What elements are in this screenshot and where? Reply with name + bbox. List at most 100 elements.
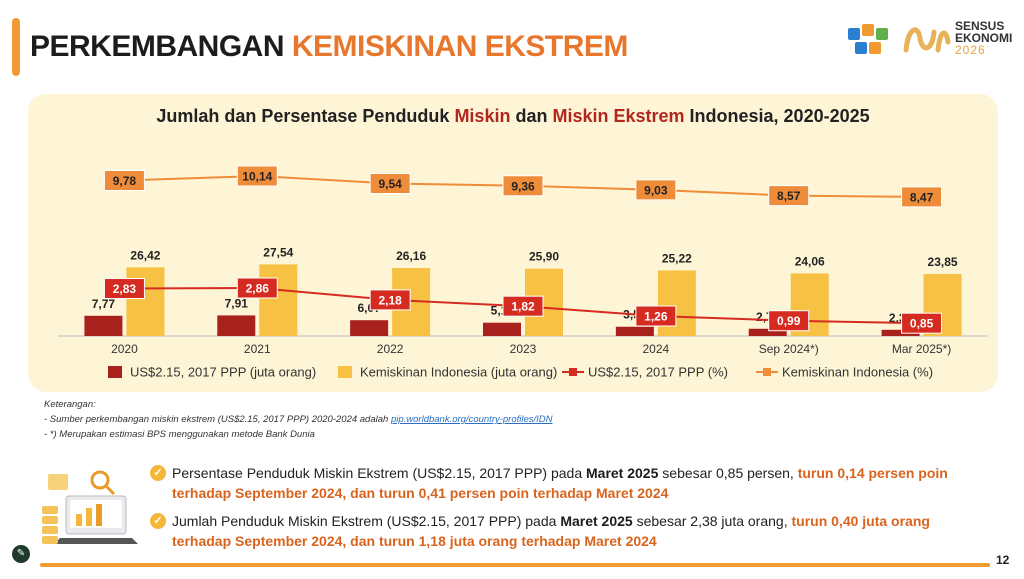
point-label-extreme-poor-pct-5: 0,99 bbox=[777, 314, 801, 328]
point-extreme-poor-pct-3 bbox=[502, 295, 544, 317]
data-label-poor-5: 24,06 bbox=[795, 254, 825, 268]
key-point-1-text-b: Maret 2025 bbox=[586, 465, 659, 481]
point-poor-pct-4 bbox=[635, 179, 677, 201]
data-label-poor-2: 26,16 bbox=[396, 249, 426, 263]
point-label-poor-pct-4: 9,03 bbox=[644, 183, 668, 197]
data-label-poor-0: 26,42 bbox=[130, 248, 160, 262]
bar-extreme-poor-3 bbox=[483, 322, 521, 336]
point-label-extreme-poor-pct-0: 2,83 bbox=[113, 282, 137, 296]
point-label-poor-pct-2: 9,54 bbox=[378, 177, 402, 191]
point-label-poor-pct-5: 8,57 bbox=[777, 189, 801, 203]
note-source-text: - Sumber perkembangan miskin ekstrem (US… bbox=[44, 414, 391, 425]
key-point-1: ✓ Persentase Penduduk Miskin Ekstrem (US… bbox=[150, 463, 970, 503]
chart-panel: Jumlah dan Persentase Penduduk Miskin da… bbox=[28, 94, 998, 392]
bar-poor-0 bbox=[126, 267, 165, 336]
bar-extreme-poor-6 bbox=[881, 329, 920, 336]
key-point-2-text-b: Maret 2025 bbox=[560, 513, 633, 529]
bar-extreme-poor-5 bbox=[748, 328, 787, 336]
check-icon: ✓ bbox=[150, 513, 166, 529]
chart-title-part1: Jumlah dan Persentase Penduduk bbox=[156, 106, 455, 126]
page-title-part2: KEMISKINAN EKSTREM bbox=[291, 30, 629, 63]
point-poor-pct-5 bbox=[768, 185, 810, 207]
note-estimate: - *) Merupakan estimasi BPS menggunakan … bbox=[44, 429, 315, 440]
notes-heading: Keterangan: bbox=[44, 399, 96, 410]
logo-line-3: 2026 bbox=[955, 43, 986, 57]
key-point-2-text-a: Jumlah Penduduk Miskin Ekstrem (US$2.15,… bbox=[172, 513, 561, 529]
chart-title-part2: Miskin bbox=[454, 106, 511, 126]
point-poor-pct-3 bbox=[502, 175, 544, 197]
x-tick-label-1: 2021 bbox=[244, 342, 271, 356]
bar-extreme-poor-2 bbox=[350, 320, 389, 336]
data-label-poor-4: 25,22 bbox=[662, 251, 692, 265]
notes: Keterangan: - Sumber perkembangan miskin… bbox=[44, 397, 553, 442]
point-label-poor-pct-1: 10,14 bbox=[242, 170, 272, 184]
chart-title-part4: Miskin Ekstrem bbox=[552, 106, 685, 126]
page-title-part1: PERKEMBANGAN bbox=[30, 30, 285, 63]
data-label-poor-6: 23,85 bbox=[928, 255, 958, 269]
legend-label-1: Kemiskinan Indonesia (juta orang) bbox=[360, 365, 557, 380]
legend-label-0: US$2.15, 2017 PPP (juta orang) bbox=[130, 365, 316, 380]
bar-poor-1 bbox=[259, 264, 298, 336]
note-source: - Sumber perkembangan miskin ekstrem (US… bbox=[44, 412, 553, 427]
point-extreme-poor-pct-5 bbox=[768, 310, 810, 332]
key-point-2-text-d: turun 0,40 juta orang terhadap September… bbox=[172, 513, 930, 549]
legend-swatch-1 bbox=[338, 366, 352, 378]
point-extreme-poor-pct-2 bbox=[369, 289, 411, 311]
x-tick-label-3: 2023 bbox=[510, 342, 537, 356]
logo-text: SENSUS EKONOMI 2026 bbox=[955, 20, 1012, 56]
point-label-extreme-poor-pct-3: 1,82 bbox=[511, 300, 535, 314]
legend-swatch-0 bbox=[108, 366, 122, 378]
legend-marker-3 bbox=[763, 368, 771, 376]
legend-label-2: US$2.15, 2017 PPP (%) bbox=[588, 365, 728, 380]
key-point-1-text-a: Persentase Penduduk Miskin Ekstrem (US$2… bbox=[172, 465, 586, 481]
data-label-poor-1: 27,54 bbox=[263, 245, 293, 259]
point-label-poor-pct-3: 9,36 bbox=[511, 179, 535, 193]
legend-marker-2 bbox=[569, 368, 577, 376]
poverty-chart: 7,7726,4220207,9127,5420216,0726,1620225… bbox=[58, 165, 988, 380]
point-label-extreme-poor-pct-6: 0,85 bbox=[910, 317, 934, 331]
x-tick-label-6: Mar 2025*) bbox=[892, 342, 951, 356]
footer-accent-line bbox=[40, 563, 990, 567]
x-tick-label-5: Sep 2024*) bbox=[759, 342, 819, 356]
logo-line-2: EKONOMI bbox=[955, 31, 1013, 45]
analytics-illustration-icon bbox=[42, 470, 138, 544]
point-extreme-poor-pct-1 bbox=[236, 277, 278, 299]
legend-label-3: Kemiskinan Indonesia (%) bbox=[782, 365, 933, 380]
point-label-poor-pct-6: 8,47 bbox=[910, 190, 934, 204]
point-label-extreme-poor-pct-2: 2,18 bbox=[378, 293, 402, 307]
point-label-extreme-poor-pct-4: 1,26 bbox=[644, 310, 668, 324]
bar-extreme-poor-4 bbox=[615, 326, 654, 336]
x-tick-label-0: 2020 bbox=[111, 342, 138, 356]
title-accent-bar bbox=[12, 18, 20, 76]
data-label-extreme-poor-0: 7,77 bbox=[92, 297, 116, 311]
key-point-2-text-c: sebesar 2,38 juta orang, bbox=[632, 513, 792, 529]
note-source-link[interactable]: pip.worldbank.org/country-profiles/IDN bbox=[390, 414, 553, 425]
point-extreme-poor-pct-4 bbox=[635, 305, 677, 327]
logo-line-1: SENSUS bbox=[955, 19, 1005, 33]
data-label-poor-3: 25,90 bbox=[529, 250, 559, 264]
x-tick-label-2: 2022 bbox=[377, 342, 404, 356]
point-poor-pct-6 bbox=[901, 186, 943, 208]
point-poor-pct-2 bbox=[369, 173, 411, 194]
key-point-1-text-c: sebesar 0,85 persen, bbox=[658, 465, 798, 481]
bar-extreme-poor-1 bbox=[217, 315, 256, 336]
bar-extreme-poor-0 bbox=[84, 315, 123, 336]
key-point-2: ✓ Jumlah Penduduk Miskin Ekstrem (US$2.1… bbox=[150, 511, 970, 551]
edit-icon[interactable]: ✎ bbox=[12, 545, 30, 563]
point-extreme-poor-pct-6 bbox=[901, 312, 943, 334]
x-tick-label-4: 2024 bbox=[643, 342, 670, 356]
chart-title: Jumlah dan Persentase Penduduk Miskin da… bbox=[28, 106, 998, 127]
point-poor-pct-1 bbox=[236, 165, 278, 187]
point-extreme-poor-pct-0 bbox=[103, 278, 145, 300]
page-number: 12 bbox=[996, 553, 1010, 567]
point-label-poor-pct-0: 9,78 bbox=[113, 174, 137, 188]
key-point-1-text-d: turun 0,14 persen poin terhadap Septembe… bbox=[172, 465, 948, 501]
chart-title-part3: dan bbox=[510, 106, 553, 126]
check-icon: ✓ bbox=[150, 465, 166, 481]
point-label-extreme-poor-pct-1: 2,86 bbox=[246, 282, 270, 296]
bps-logo-icon bbox=[848, 24, 951, 54]
data-label-extreme-poor-1: 7,91 bbox=[225, 296, 249, 310]
chart-title-part5: Indonesia, 2020-2025 bbox=[684, 106, 870, 126]
page-title: PERKEMBANGAN KEMISKINAN EKSTREM bbox=[30, 30, 628, 64]
point-poor-pct-0 bbox=[103, 170, 145, 191]
